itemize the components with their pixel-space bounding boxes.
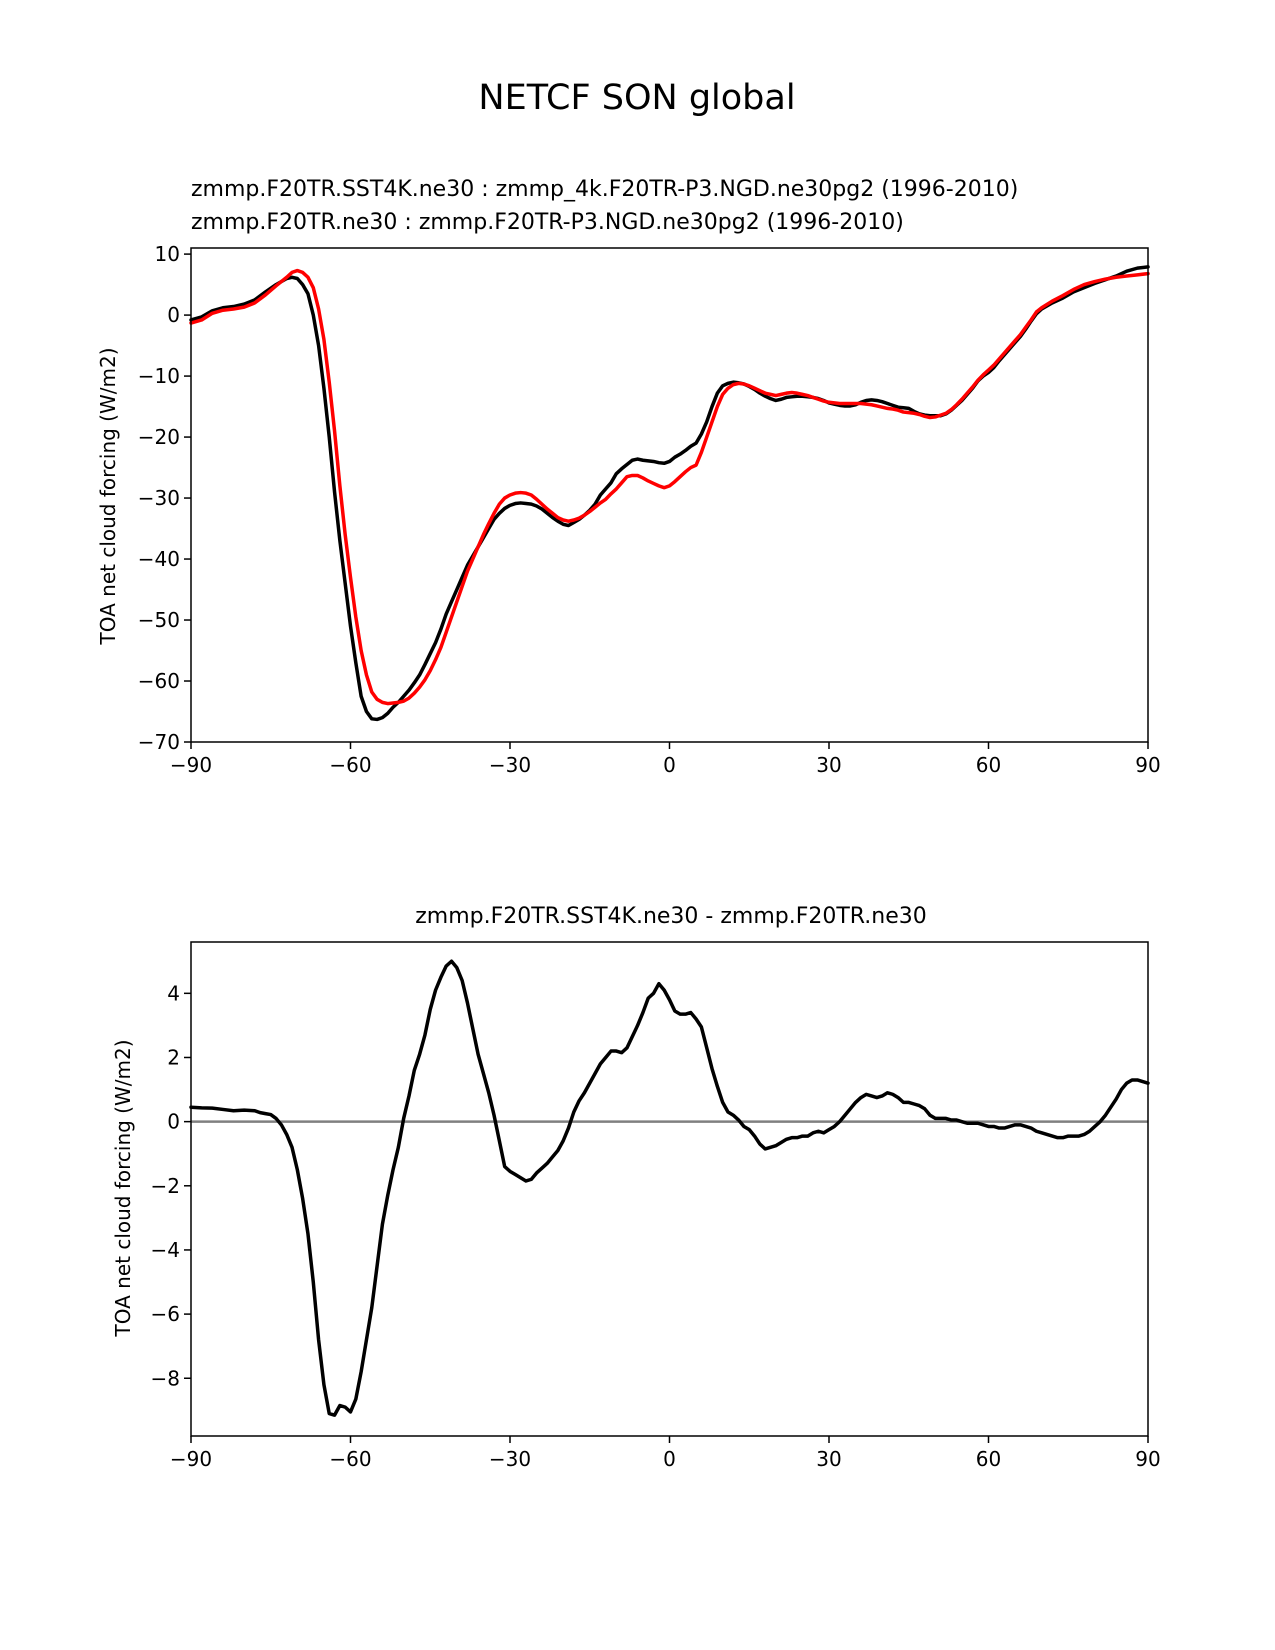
top-chart-x-tick-label: −30 xyxy=(489,753,531,777)
top-chart-y-tick-label: 10 xyxy=(155,242,180,266)
top-chart-x-tick-label: −90 xyxy=(170,753,212,777)
top-chart-y-tick-label: −40 xyxy=(138,547,180,571)
top-chart-y-tick-label: −20 xyxy=(138,425,180,449)
bottom-chart-x-tick-label: 0 xyxy=(663,1447,676,1471)
top-chart-series-1-line xyxy=(189,265,1150,722)
top-chart-x-tick-label: 30 xyxy=(816,753,841,777)
top-chart-y-tick-label: −50 xyxy=(138,608,180,632)
top-chart-series-2-line xyxy=(189,268,1150,706)
top-chart-y-tick-label: −10 xyxy=(138,364,180,388)
bottom-chart-y-tick-label: −4 xyxy=(151,1238,180,1262)
bottom-chart-x-tick-label: −60 xyxy=(329,1447,371,1471)
top-chart-y-tick-label: −70 xyxy=(138,730,180,754)
top-chart-x-tick-label: 60 xyxy=(976,753,1001,777)
bottom-chart-y-axis-label: TOA net cloud forcing (W/m2) xyxy=(111,1039,135,1337)
bottom-chart-y-tick-label: −8 xyxy=(151,1366,180,1390)
bottom-chart-plot-area: −90 −60 −30 0 30 60 90 4 2 0 −2 −4 −6 −8 xyxy=(151,941,1161,1471)
bottom-chart-title: zmmp.F20TR.SST4K.ne30 - zmmp.F20TR.ne30 xyxy=(415,904,927,929)
bottom-chart-y-tick-label: −2 xyxy=(151,1174,180,1198)
top-chart-y-axis-label: TOA net cloud forcing (W/m2) xyxy=(96,347,120,645)
top-chart-title-line-1: zmmp.F20TR.SST4K.ne30 : zmmp_4k.F20TR-P3… xyxy=(191,177,1018,202)
top-chart-y-tick-label: −30 xyxy=(138,486,180,510)
top-chart-x-tick-label: 0 xyxy=(663,753,676,777)
bottom-chart-x-tick-label: 30 xyxy=(816,1447,841,1471)
bottom-chart-x-tick-label: 90 xyxy=(1135,1447,1160,1471)
bottom-chart-x-tick-label: −30 xyxy=(489,1447,531,1471)
top-chart-y-tick-label: 0 xyxy=(167,303,180,327)
bottom-chart-y-tick-label: 2 xyxy=(167,1045,180,1069)
top-chart-x-tick-label: 90 xyxy=(1135,753,1160,777)
top-chart-plot-area: −90 −60 −30 0 30 60 90 10 0 −10 −20 −30 −40 −50 −60 −70 xyxy=(138,242,1161,777)
top-chart-title-line-2: zmmp.F20TR.ne30 : zmmp.F20TR-P3.NGD.ne30… xyxy=(191,210,904,235)
bottom-chart-x-tick-label: 60 xyxy=(976,1447,1001,1471)
top-chart: zmmp.F20TR.SST4K.ne30 : zmmp_4k.F20TR-P3… xyxy=(96,177,1161,777)
top-chart-y-tick-label: −60 xyxy=(138,669,180,693)
bottom-chart-series-1-line xyxy=(189,959,1150,1417)
bottom-chart-y-tick-label: 4 xyxy=(167,981,180,1005)
bottom-chart-frame xyxy=(190,941,1149,1437)
bottom-chart: zmmp.F20TR.SST4K.ne30 - zmmp.F20TR.ne30 … xyxy=(111,904,1161,1471)
bottom-chart-x-tick-label: −90 xyxy=(170,1447,212,1471)
bottom-chart-y-tick-label: 0 xyxy=(167,1110,180,1134)
top-chart-x-tick-label: −60 xyxy=(329,753,371,777)
bottom-chart-y-tick-label: −6 xyxy=(151,1302,180,1326)
figure-title: NETCF SON global xyxy=(478,78,795,118)
